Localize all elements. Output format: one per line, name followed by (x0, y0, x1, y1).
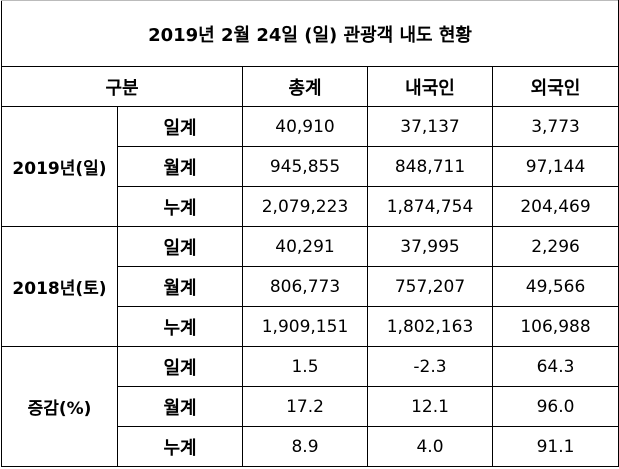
header-row: 구분 총계 내국인 외국인 (1, 66, 619, 107)
cell-domestic: 848,711 (367, 146, 493, 187)
cell-domestic: 12.1 (367, 386, 493, 427)
cell-foreign: 91.1 (491, 426, 619, 467)
row-sub-label: 월계 (117, 386, 243, 427)
row-sub-label: 일계 (117, 346, 243, 387)
row-sub-label: 월계 (117, 146, 243, 187)
cell-domestic: 4.0 (367, 426, 493, 467)
row-sub-label: 누계 (117, 306, 243, 347)
cell-total: 8.9 (242, 426, 368, 467)
cell-foreign: 64.3 (491, 346, 619, 387)
cell-domestic: 37,137 (367, 106, 493, 147)
cell-foreign: 204,469 (491, 186, 619, 227)
header-foreign: 외국인 (491, 66, 619, 107)
row-sub-label: 일계 (117, 106, 243, 147)
cell-total: 806,773 (242, 266, 368, 307)
cell-foreign: 106,988 (491, 306, 619, 347)
table-row: 누계 2,079,223 1,874,754 204,469 (2, 186, 619, 227)
header-total: 총계 (242, 66, 368, 107)
row-sub-label: 월계 (117, 266, 243, 307)
cell-foreign: 97,144 (491, 146, 619, 187)
table-row: 누계 1,909,151 1,802,163 106,988 (2, 306, 619, 347)
cell-domestic: -2.3 (367, 346, 493, 387)
table-title: 2019년 2월 24일 (일) 관광객 내도 현황 (0, 0, 619, 67)
cell-total: 40,910 (242, 106, 368, 147)
table-row: 월계 17.2 12.1 96.0 (2, 386, 619, 427)
cell-foreign: 3,773 (491, 106, 619, 147)
header-category: 구분 (1, 66, 243, 107)
table-row: 월계 945,855 848,711 97,144 (2, 146, 619, 187)
cell-foreign: 49,566 (491, 266, 619, 307)
group-label: 2018년(토) (1, 226, 118, 347)
group-label: 증감(%) (1, 346, 118, 467)
table-row: 증감(%) 일계 1.5 -2.3 64.3 (1, 346, 619, 467)
row-sub-label: 누계 (117, 186, 243, 227)
header-domestic: 내국인 (367, 66, 493, 107)
row-sub-label: 누계 (117, 426, 243, 467)
title-row: 2019년 2월 24일 (일) 관광객 내도 현황 (0, 0, 619, 67)
cell-total: 1,909,151 (242, 306, 368, 347)
cell-foreign: 2,296 (491, 226, 619, 267)
table-row: 2018년(토) 일계 40,291 37,995 2,296 (1, 226, 619, 347)
cell-total: 945,855 (242, 146, 368, 187)
cell-domestic: 1,802,163 (367, 306, 493, 347)
cell-total: 2,079,223 (242, 186, 368, 227)
table-row: 월계 806,773 757,207 49,566 (2, 266, 619, 307)
group-label: 2019년(일) (1, 106, 118, 227)
cell-domestic: 37,995 (367, 226, 493, 267)
cell-domestic: 1,874,754 (367, 186, 493, 227)
cell-total: 1.5 (242, 346, 368, 387)
table-row: 누계 8.9 4.0 91.1 (2, 426, 619, 467)
cell-domestic: 757,207 (367, 266, 493, 307)
cell-total: 17.2 (242, 386, 368, 427)
row-sub-label: 일계 (117, 226, 243, 267)
cell-foreign: 96.0 (491, 386, 619, 427)
cell-total: 40,291 (242, 226, 368, 267)
table-row: 2019년(일) 일계 40,910 37,137 3,773 (1, 106, 619, 227)
